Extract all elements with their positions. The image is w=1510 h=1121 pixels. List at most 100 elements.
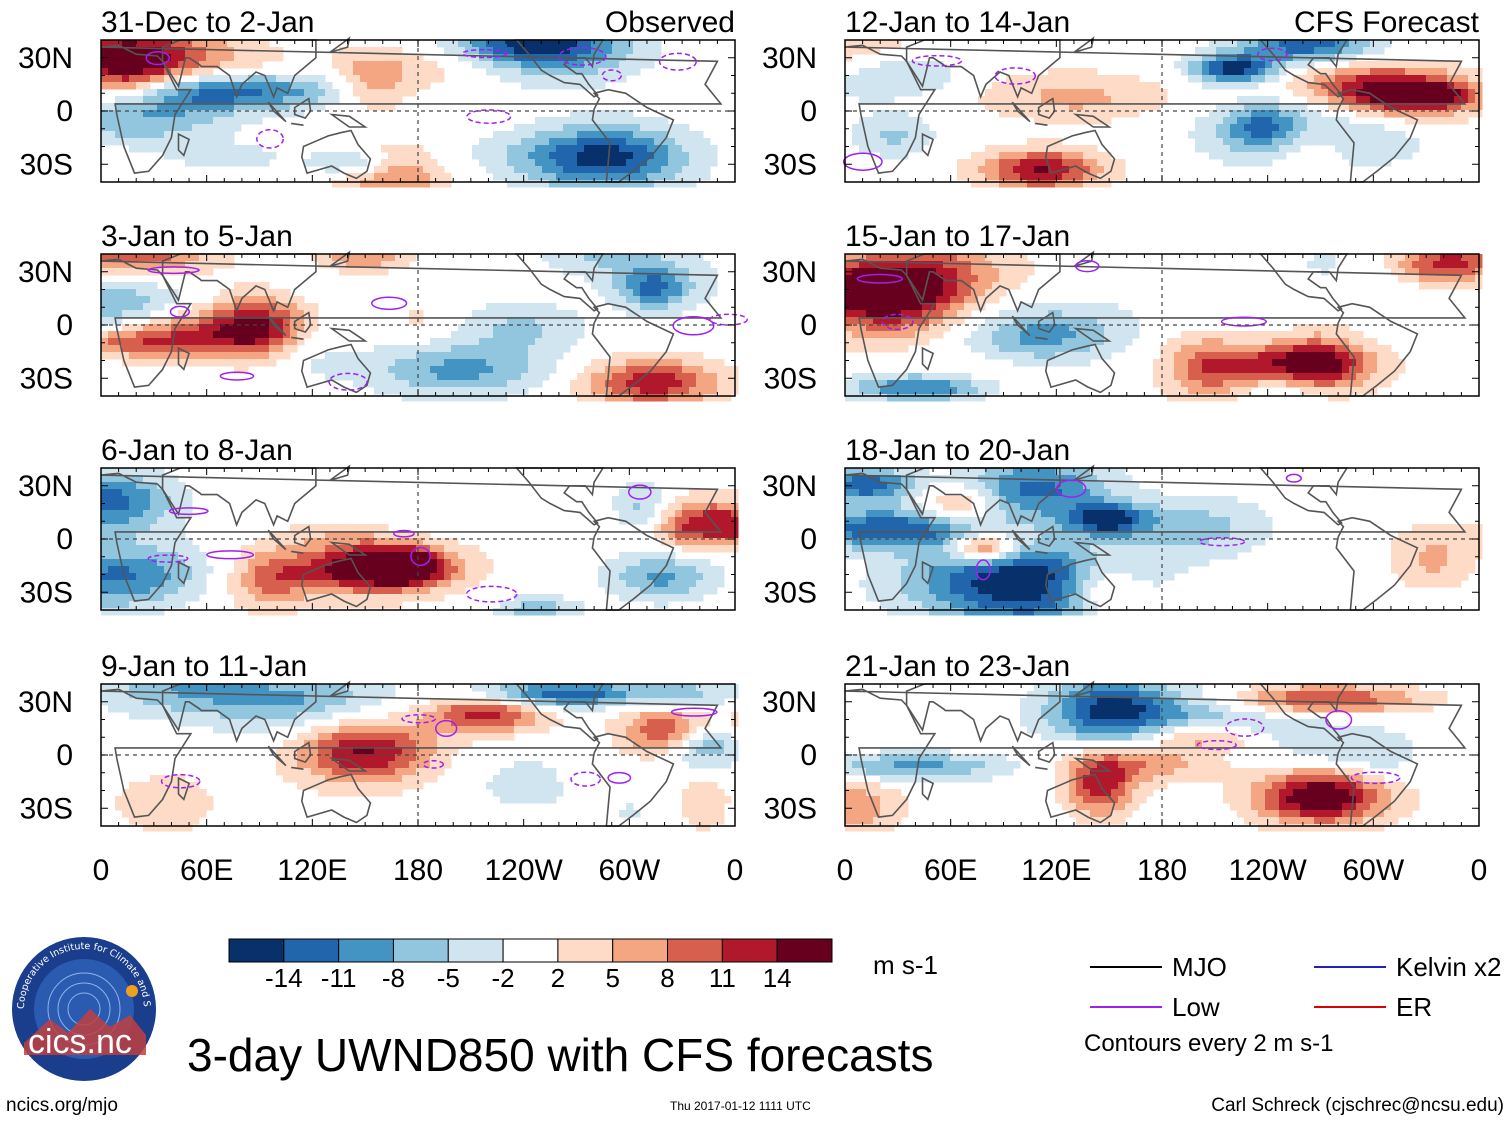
field-cell bbox=[381, 761, 389, 769]
field-cell bbox=[619, 698, 627, 706]
field-cell bbox=[1419, 103, 1427, 111]
field-cell bbox=[1216, 75, 1224, 83]
field-cell bbox=[185, 803, 193, 811]
field-cell bbox=[640, 166, 648, 174]
field-cell bbox=[150, 303, 158, 311]
field-cell bbox=[563, 159, 571, 167]
field-cell bbox=[710, 538, 718, 546]
field-cell bbox=[458, 366, 466, 374]
field-cell bbox=[101, 282, 109, 290]
field-cell bbox=[661, 524, 669, 532]
field-cell bbox=[703, 691, 711, 699]
field-cell bbox=[220, 684, 228, 692]
field-cell bbox=[339, 359, 347, 367]
field-cell bbox=[444, 705, 452, 713]
field-cell bbox=[647, 510, 655, 518]
field-cell bbox=[500, 166, 508, 174]
field-cell bbox=[297, 552, 305, 560]
field-cell bbox=[598, 387, 606, 395]
field-cell bbox=[479, 726, 487, 734]
field-cell bbox=[339, 180, 347, 188]
field-cell bbox=[521, 124, 529, 132]
field-cell bbox=[507, 719, 515, 727]
low-contour bbox=[461, 48, 508, 59]
field-cell bbox=[1405, 82, 1413, 90]
field-cell bbox=[507, 733, 515, 741]
field-cell bbox=[192, 261, 200, 269]
field-cell bbox=[409, 719, 417, 727]
field-cell bbox=[206, 68, 214, 76]
field-cell bbox=[115, 352, 123, 360]
field-cell bbox=[248, 310, 256, 318]
field-cell bbox=[388, 691, 396, 699]
field-cell bbox=[1244, 82, 1252, 90]
field-cell bbox=[255, 75, 263, 83]
field-cell bbox=[887, 110, 895, 118]
field-cell bbox=[535, 324, 543, 332]
field-cell bbox=[199, 268, 207, 276]
field-cell bbox=[171, 345, 179, 353]
field-cell bbox=[549, 254, 557, 262]
field-cell bbox=[115, 608, 123, 616]
field-cell bbox=[689, 789, 697, 797]
field-cell bbox=[500, 733, 508, 741]
field-cell bbox=[633, 173, 641, 181]
field-cell bbox=[668, 366, 676, 374]
field-cell bbox=[297, 573, 305, 581]
field-cell bbox=[374, 761, 382, 769]
field-cell bbox=[612, 740, 620, 748]
field-cell bbox=[395, 566, 403, 574]
field-cell bbox=[668, 733, 676, 741]
field-cell bbox=[591, 47, 599, 55]
field-cell bbox=[269, 545, 277, 553]
field-cell bbox=[178, 796, 186, 804]
field-cell bbox=[213, 103, 221, 111]
field-cell bbox=[633, 552, 641, 560]
field-cell bbox=[136, 75, 144, 83]
field-cell bbox=[465, 47, 473, 55]
field-cell bbox=[514, 705, 522, 713]
field-cell bbox=[451, 726, 459, 734]
field-cell bbox=[332, 180, 340, 188]
field-cell bbox=[647, 145, 655, 153]
field-cell bbox=[353, 268, 361, 276]
field-cell bbox=[381, 559, 389, 567]
field-cell bbox=[1356, 103, 1364, 111]
field-cell bbox=[367, 173, 375, 181]
field-cell bbox=[276, 608, 284, 616]
field-cell bbox=[619, 282, 627, 290]
field-cell bbox=[367, 96, 375, 104]
field-cell bbox=[500, 387, 508, 395]
field-cell bbox=[367, 61, 375, 69]
field-cell bbox=[486, 68, 494, 76]
field-cell bbox=[178, 268, 186, 276]
low-contour bbox=[601, 69, 623, 82]
field-cell bbox=[304, 82, 312, 90]
field-cell bbox=[1244, 40, 1252, 48]
field-cell bbox=[493, 159, 501, 167]
field-cell bbox=[556, 82, 564, 90]
field-cell bbox=[528, 68, 536, 76]
field-cell bbox=[381, 691, 389, 699]
field-cell bbox=[248, 338, 256, 346]
field-cell bbox=[717, 496, 725, 504]
field-cell bbox=[696, 359, 704, 367]
field-cell bbox=[164, 810, 172, 818]
field-cell bbox=[668, 310, 676, 318]
field-cell bbox=[423, 768, 431, 776]
field-cell bbox=[668, 180, 676, 188]
field-cell bbox=[101, 524, 109, 532]
field-cell bbox=[556, 75, 564, 83]
field-cell bbox=[290, 580, 298, 588]
field-cell bbox=[122, 489, 130, 497]
field-cell bbox=[689, 352, 697, 360]
field-cell bbox=[150, 566, 158, 574]
field-cell bbox=[612, 719, 620, 727]
field-cell bbox=[115, 517, 123, 525]
field-cell bbox=[696, 747, 704, 755]
field-cell bbox=[185, 338, 193, 346]
field-cell bbox=[661, 275, 669, 283]
field-cell bbox=[220, 54, 228, 62]
field-cell bbox=[388, 254, 396, 262]
field-cell bbox=[1251, 68, 1259, 76]
